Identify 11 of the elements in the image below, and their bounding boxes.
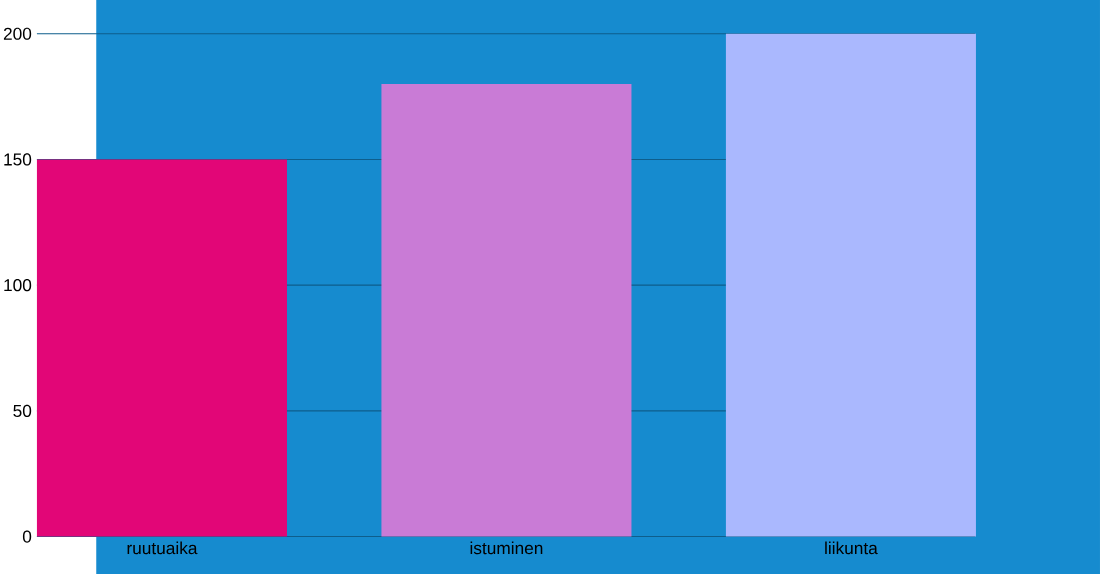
bar <box>36 159 287 537</box>
y-tick-label: 150 <box>4 153 32 166</box>
x-tick-label: istuminen <box>470 541 543 555</box>
y-tick-label: 50 <box>13 404 32 417</box>
bar <box>725 33 976 537</box>
bar <box>381 84 632 537</box>
x-tick-label: liikunta <box>825 541 878 555</box>
y-tick-label: 0 <box>22 530 32 543</box>
y-tick-label: 100 <box>4 279 32 292</box>
y-tick-label: 200 <box>3 27 32 40</box>
x-tick-label: ruutuaika <box>127 541 198 555</box>
